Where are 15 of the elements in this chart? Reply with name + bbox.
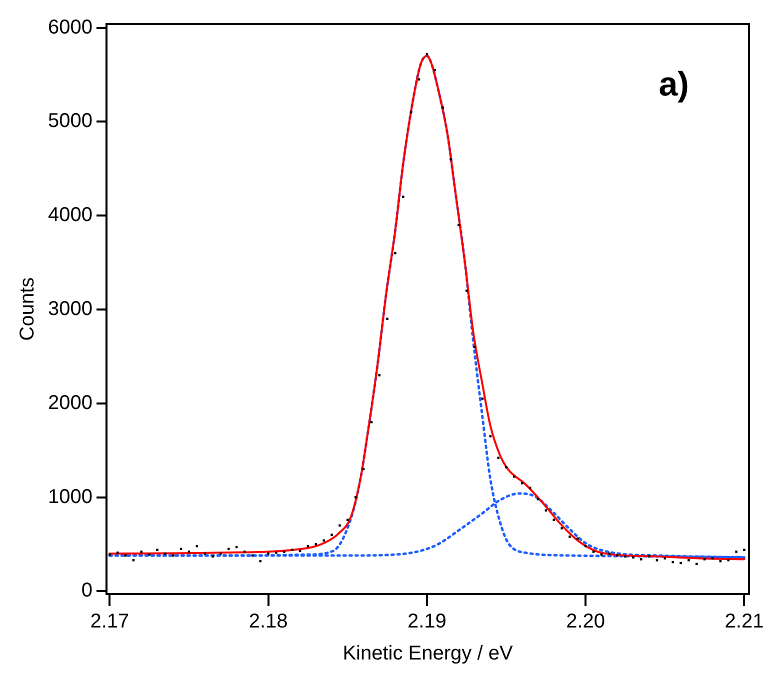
- y-tick-label: 6000: [48, 16, 92, 38]
- x-axis-title: Kinetic Energy / eV: [342, 642, 514, 665]
- annotation: a): [658, 65, 689, 104]
- x-tick-label: 2.17: [90, 610, 130, 633]
- x-tick-label: 2.18: [248, 610, 288, 633]
- x-tick-label: 2.21: [724, 610, 764, 633]
- y-axis-title: Counts: [16, 277, 39, 341]
- y-tick-label: 5000: [48, 110, 92, 132]
- x-tick-label: 2.20: [566, 610, 606, 633]
- y-tick-label: 3000: [48, 298, 92, 320]
- y-tick-label: 1000: [48, 486, 92, 508]
- y-tick-label: 4000: [48, 204, 92, 226]
- y-tick-label: 2000: [48, 392, 92, 414]
- x-tick-label: 2.19: [407, 610, 446, 633]
- y-tick-label: 0: [81, 580, 92, 602]
